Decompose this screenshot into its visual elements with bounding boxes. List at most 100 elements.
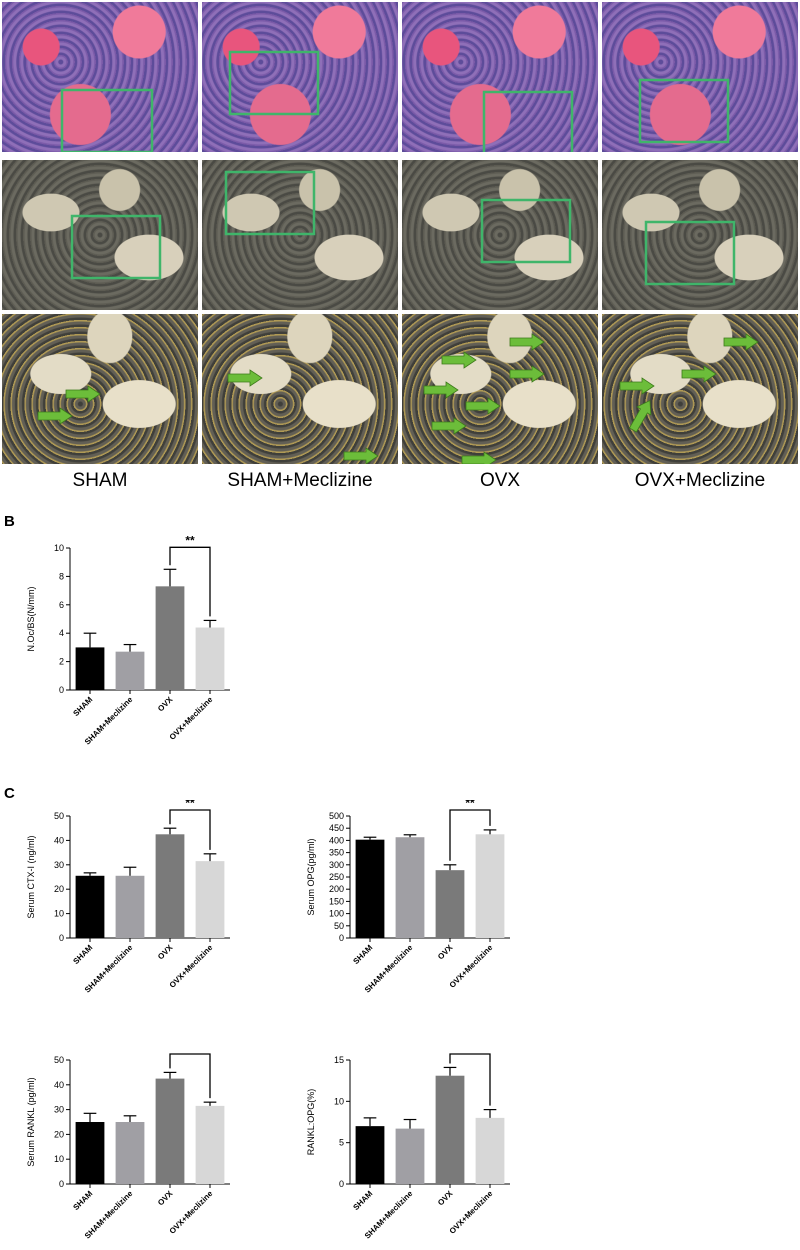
significance-bracket — [169, 546, 211, 617]
y-tick-label: 30 — [54, 860, 64, 870]
micrograph-r1-c1 — [2, 2, 198, 152]
y-tick-label: 15 — [334, 1055, 344, 1065]
green-arrow-icon — [423, 381, 459, 399]
micrograph-r2-c4 — [602, 160, 798, 310]
y-tick-label: 400 — [329, 835, 344, 845]
bar-3 — [195, 627, 225, 690]
roi-box — [60, 88, 154, 152]
x-tick-label: OVX — [156, 1189, 175, 1208]
bar-2 — [155, 834, 185, 938]
micrograph-r1-c3 — [402, 2, 598, 152]
roi-box — [482, 90, 574, 152]
x-tick-label: OVX+Meclizine — [448, 1189, 495, 1236]
x-tick-label: SHAM — [71, 695, 94, 718]
x-tick-label: OVX+Meclizine — [168, 695, 215, 742]
panel-label-c: C — [4, 785, 15, 802]
bar-3 — [475, 1117, 505, 1184]
y-tick-label: 0 — [59, 685, 64, 695]
y-tick-label: 8 — [59, 571, 64, 581]
roi-box — [70, 214, 162, 280]
green-arrow-icon — [227, 369, 263, 387]
bar-3 — [195, 861, 225, 938]
y-axis-label: RANKL:OPG(%) — [306, 1089, 316, 1156]
bar-1 — [395, 837, 425, 938]
bar-0 — [75, 647, 105, 690]
x-tick-label: OVX — [156, 943, 175, 962]
roi-box — [644, 220, 736, 286]
y-tick-label: 20 — [54, 884, 64, 894]
bar-2 — [155, 1078, 185, 1184]
green-arrow-icon — [509, 333, 545, 351]
significance-label: ** — [465, 800, 475, 810]
y-tick-label: 2 — [59, 657, 64, 667]
significance-label: ** — [465, 1048, 475, 1054]
group-label-ovx-meclizine: OVX+Meclizine — [634, 470, 766, 491]
y-tick-label: 4 — [59, 628, 64, 638]
y-tick-label: 40 — [54, 1080, 64, 1090]
bar-1 — [115, 875, 145, 938]
bar-2 — [435, 870, 465, 938]
bar-1 — [115, 651, 145, 690]
bar-3 — [475, 834, 505, 938]
roi-box — [228, 50, 320, 116]
x-tick-label: SHAM — [351, 1189, 374, 1212]
y-tick-label: 200 — [329, 884, 344, 894]
y-tick-label: 20 — [54, 1129, 64, 1139]
x-tick-label: OVX — [156, 695, 175, 714]
y-tick-label: 6 — [59, 600, 64, 610]
y-axis-label: Serum OPG(pg/ml) — [306, 838, 316, 915]
y-tick-label: 5 — [339, 1138, 344, 1148]
x-tick-label: SHAM — [71, 943, 94, 966]
y-axis-label: Serum RANKL (pg/ml) — [26, 1077, 36, 1166]
y-tick-label: 0 — [59, 933, 64, 943]
green-arrow-icon — [509, 365, 545, 383]
green-arrow-icon — [723, 333, 759, 351]
micrograph-r3-c4 — [602, 314, 798, 464]
y-tick-label: 10 — [54, 1154, 64, 1164]
chart-serum-ctx: Serum CTX-I (ng/ml)01020304050SHAMSHAM+M… — [26, 800, 230, 995]
y-tick-label: 10 — [54, 543, 64, 553]
green-arrow-icon — [343, 447, 379, 464]
x-tick-label: SHAM — [71, 1189, 94, 1212]
bar-0 — [355, 1126, 385, 1184]
green-arrow-icon — [619, 377, 655, 395]
micrograph-r3-c2 — [202, 314, 398, 464]
x-tick-label: OVX — [436, 943, 455, 962]
y-axis-label: Serum CTX-I (ng/ml) — [26, 835, 36, 918]
panel-label-b: B — [4, 513, 15, 530]
y-tick-label: 50 — [334, 921, 344, 931]
y-tick-label: 250 — [329, 872, 344, 882]
group-label-sham: SHAM — [72, 470, 128, 491]
micrograph-r3-c3 — [402, 314, 598, 464]
green-arrow-icon — [431, 417, 467, 435]
x-tick-label: OVX+Meclizine — [448, 943, 495, 990]
micrograph-r3-c1 — [2, 314, 198, 464]
chart-serum-rankl: Serum RANKL (pg/ml)01020304050SHAMSHAM+M… — [26, 1048, 230, 1241]
y-tick-label: 0 — [339, 933, 344, 943]
micrograph-r1-c4 — [602, 2, 798, 152]
significance-label: ** — [185, 1048, 195, 1054]
green-arrow-icon — [461, 451, 497, 464]
x-tick-label: OVX+Meclizine — [168, 1189, 215, 1236]
green-arrow-icon — [628, 399, 652, 433]
y-tick-label: 100 — [329, 909, 344, 919]
bar-2 — [155, 586, 185, 690]
micrograph-r2-c1 — [2, 160, 198, 310]
y-tick-label: 10 — [334, 1096, 344, 1106]
y-tick-label: 40 — [54, 835, 64, 845]
micrograph-r2-c3 — [402, 160, 598, 310]
bar-0 — [355, 839, 385, 938]
group-label-ovx: OVX — [479, 470, 521, 491]
x-tick-label: OVX — [436, 1189, 455, 1208]
significance-label: ** — [185, 800, 195, 810]
bar-1 — [395, 1128, 425, 1184]
green-arrow-icon — [465, 397, 501, 415]
micrograph-r1-c2 — [202, 2, 398, 152]
y-tick-label: 500 — [329, 811, 344, 821]
bar-2 — [435, 1075, 465, 1184]
micrograph-r2-c2 — [202, 160, 398, 310]
y-tick-label: 450 — [329, 823, 344, 833]
x-tick-label: OVX+Meclizine — [168, 943, 215, 990]
